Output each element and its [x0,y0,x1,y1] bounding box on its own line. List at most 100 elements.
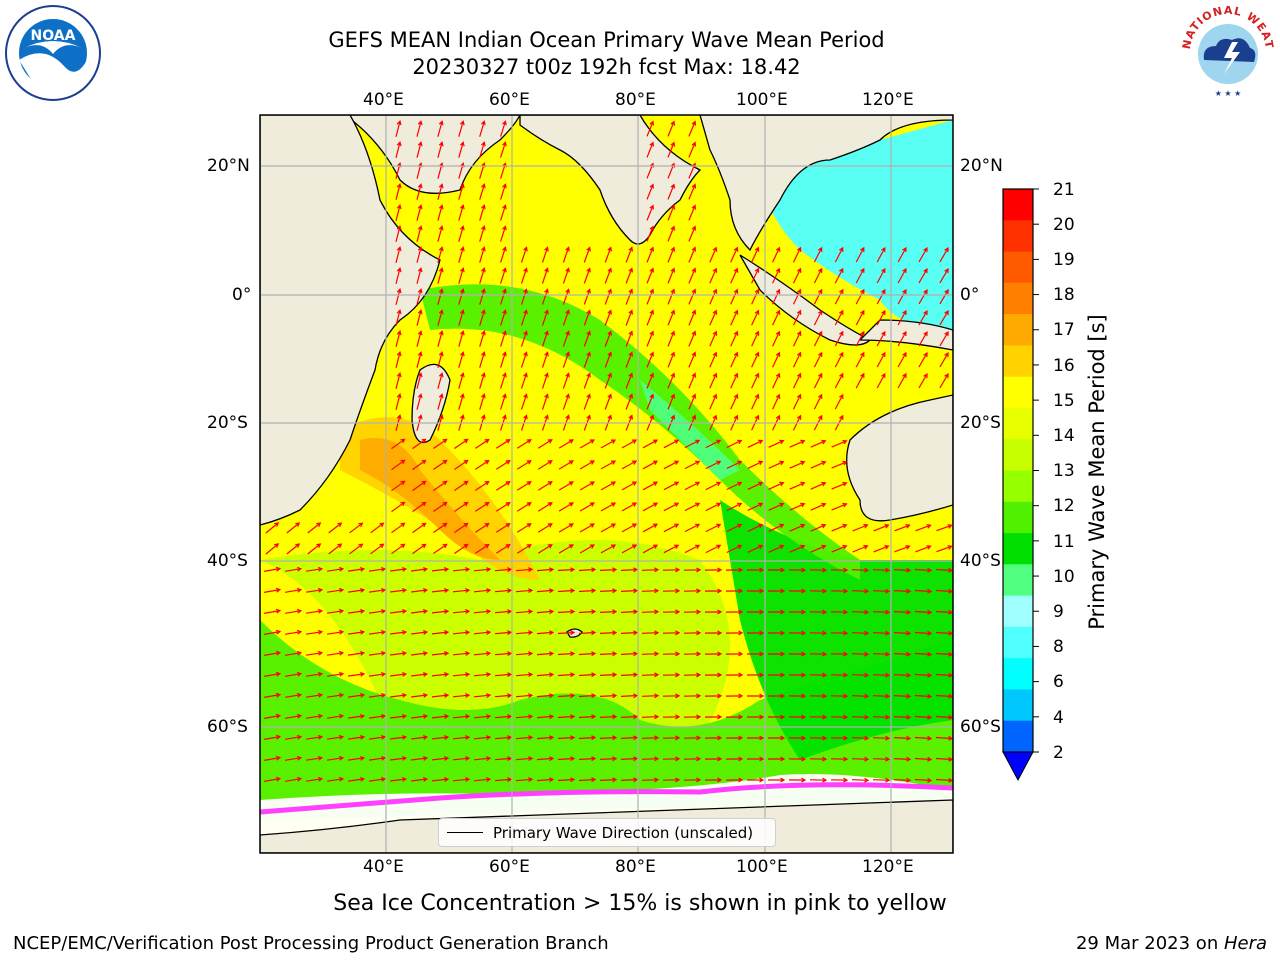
wave-arrow [604,309,612,326]
wave-arrow [876,330,886,347]
colorbar-tick-19: 19 [1053,250,1075,270]
wave-arrow [646,393,654,410]
wave-arrow [265,522,280,534]
wave-arrow [792,267,802,284]
wave-arrow [768,502,785,511]
wave-arrow [369,713,387,719]
wave-arrow [747,756,765,762]
wave-arrow [520,246,528,263]
wave-arrow [604,267,612,284]
wave-arrow [893,714,912,720]
wave-arrow [768,481,785,490]
wave-arrow [458,120,465,137]
wave-arrow [830,588,849,594]
colorbar-segment [1003,407,1033,440]
wave-arrow [747,735,765,741]
wave-arrow [936,524,953,532]
wave-arrow [662,735,681,741]
wave-arrow [704,693,723,699]
colorbar-extend-arrow [1002,751,1034,782]
wave-arrow [809,672,828,678]
colorbar-tick-2: 2 [1053,743,1064,763]
wave-arrow [454,438,469,449]
wave-arrow [872,714,891,720]
wave-arrow [789,439,806,448]
wave-arrow [599,756,618,762]
wave-arrow [620,672,639,678]
land-india [519,115,702,245]
wave-arrow [662,714,681,720]
wave-arrow [452,588,471,593]
wave-arrow [433,543,448,554]
wave-arrow [897,330,907,347]
wave-arrow [646,372,654,389]
wave-arrow [726,460,743,470]
wave-arrow [306,629,324,635]
wave-arrow [327,587,345,593]
wave-arrow [370,543,385,555]
wave-arrow [327,566,345,572]
wave-arrow [646,267,654,284]
wave-arrow [688,351,697,368]
colorbar-tick-16: 16 [1053,356,1075,376]
wave-arrow [730,330,739,347]
wave-arrow [369,608,387,614]
wave-arrow [412,543,427,555]
wave-arrow [641,651,660,657]
wave-arrow [646,351,654,368]
wave-arrow [390,776,408,782]
wave-arrow [688,120,697,137]
wave-arrow [663,544,680,554]
wave-arrow [772,267,781,284]
wave-arrow [557,714,576,720]
wave-arrow [411,651,429,656]
colorbar-segment [1003,689,1033,722]
wave-arrow [263,692,282,698]
wave-arrow [855,246,865,263]
wave-arrow [437,288,444,305]
colorbar-segment [1003,439,1033,472]
wave-arrow [263,566,282,572]
wave-arrow [747,693,765,699]
wave-arrow [642,523,659,533]
wave-arrow [479,372,486,389]
wave-arrow [437,246,444,263]
wave-arrow [285,608,303,614]
wave-arrow [747,523,764,532]
wave-arrow [855,288,865,305]
wave-arrow [813,351,823,368]
wave-arrow [285,755,303,761]
wave-arrow [537,439,553,449]
lat-tick-right-0: 0° [960,285,980,305]
wave-arrow [479,288,486,305]
nws-logo: NATIONAL WEATHER SERVICE ★ ★ ★ [1173,0,1278,102]
wave-arrow [474,501,490,512]
wave-arrow [557,567,576,573]
wave-arrow [914,693,933,699]
wave-arrow [557,609,576,615]
wave-arrow [599,567,618,573]
svg-text:NOAA: NOAA [31,28,76,44]
wave-arrow [810,523,827,532]
wave-arrow [788,735,807,741]
wave-arrow [789,502,806,511]
land-arabia-top [260,115,521,194]
wave-arrow [747,777,765,783]
wave-arrow [263,650,282,656]
wave-arrow [747,439,764,448]
wave-arrow [431,609,450,614]
wave-arrow [813,393,823,410]
wave-arrow [557,651,576,657]
wave-arrow [495,439,511,449]
wave-arrow [939,310,949,326]
wave-arrow [431,567,450,572]
wave-arrow [792,372,802,389]
wave-arrow [458,372,465,389]
wave-arrow [935,588,953,594]
wave-arrow [515,714,534,720]
wave-arrow [768,523,785,532]
wave-arrow [704,756,723,762]
wave-arrow [918,289,928,305]
wave-arrow [369,734,387,740]
